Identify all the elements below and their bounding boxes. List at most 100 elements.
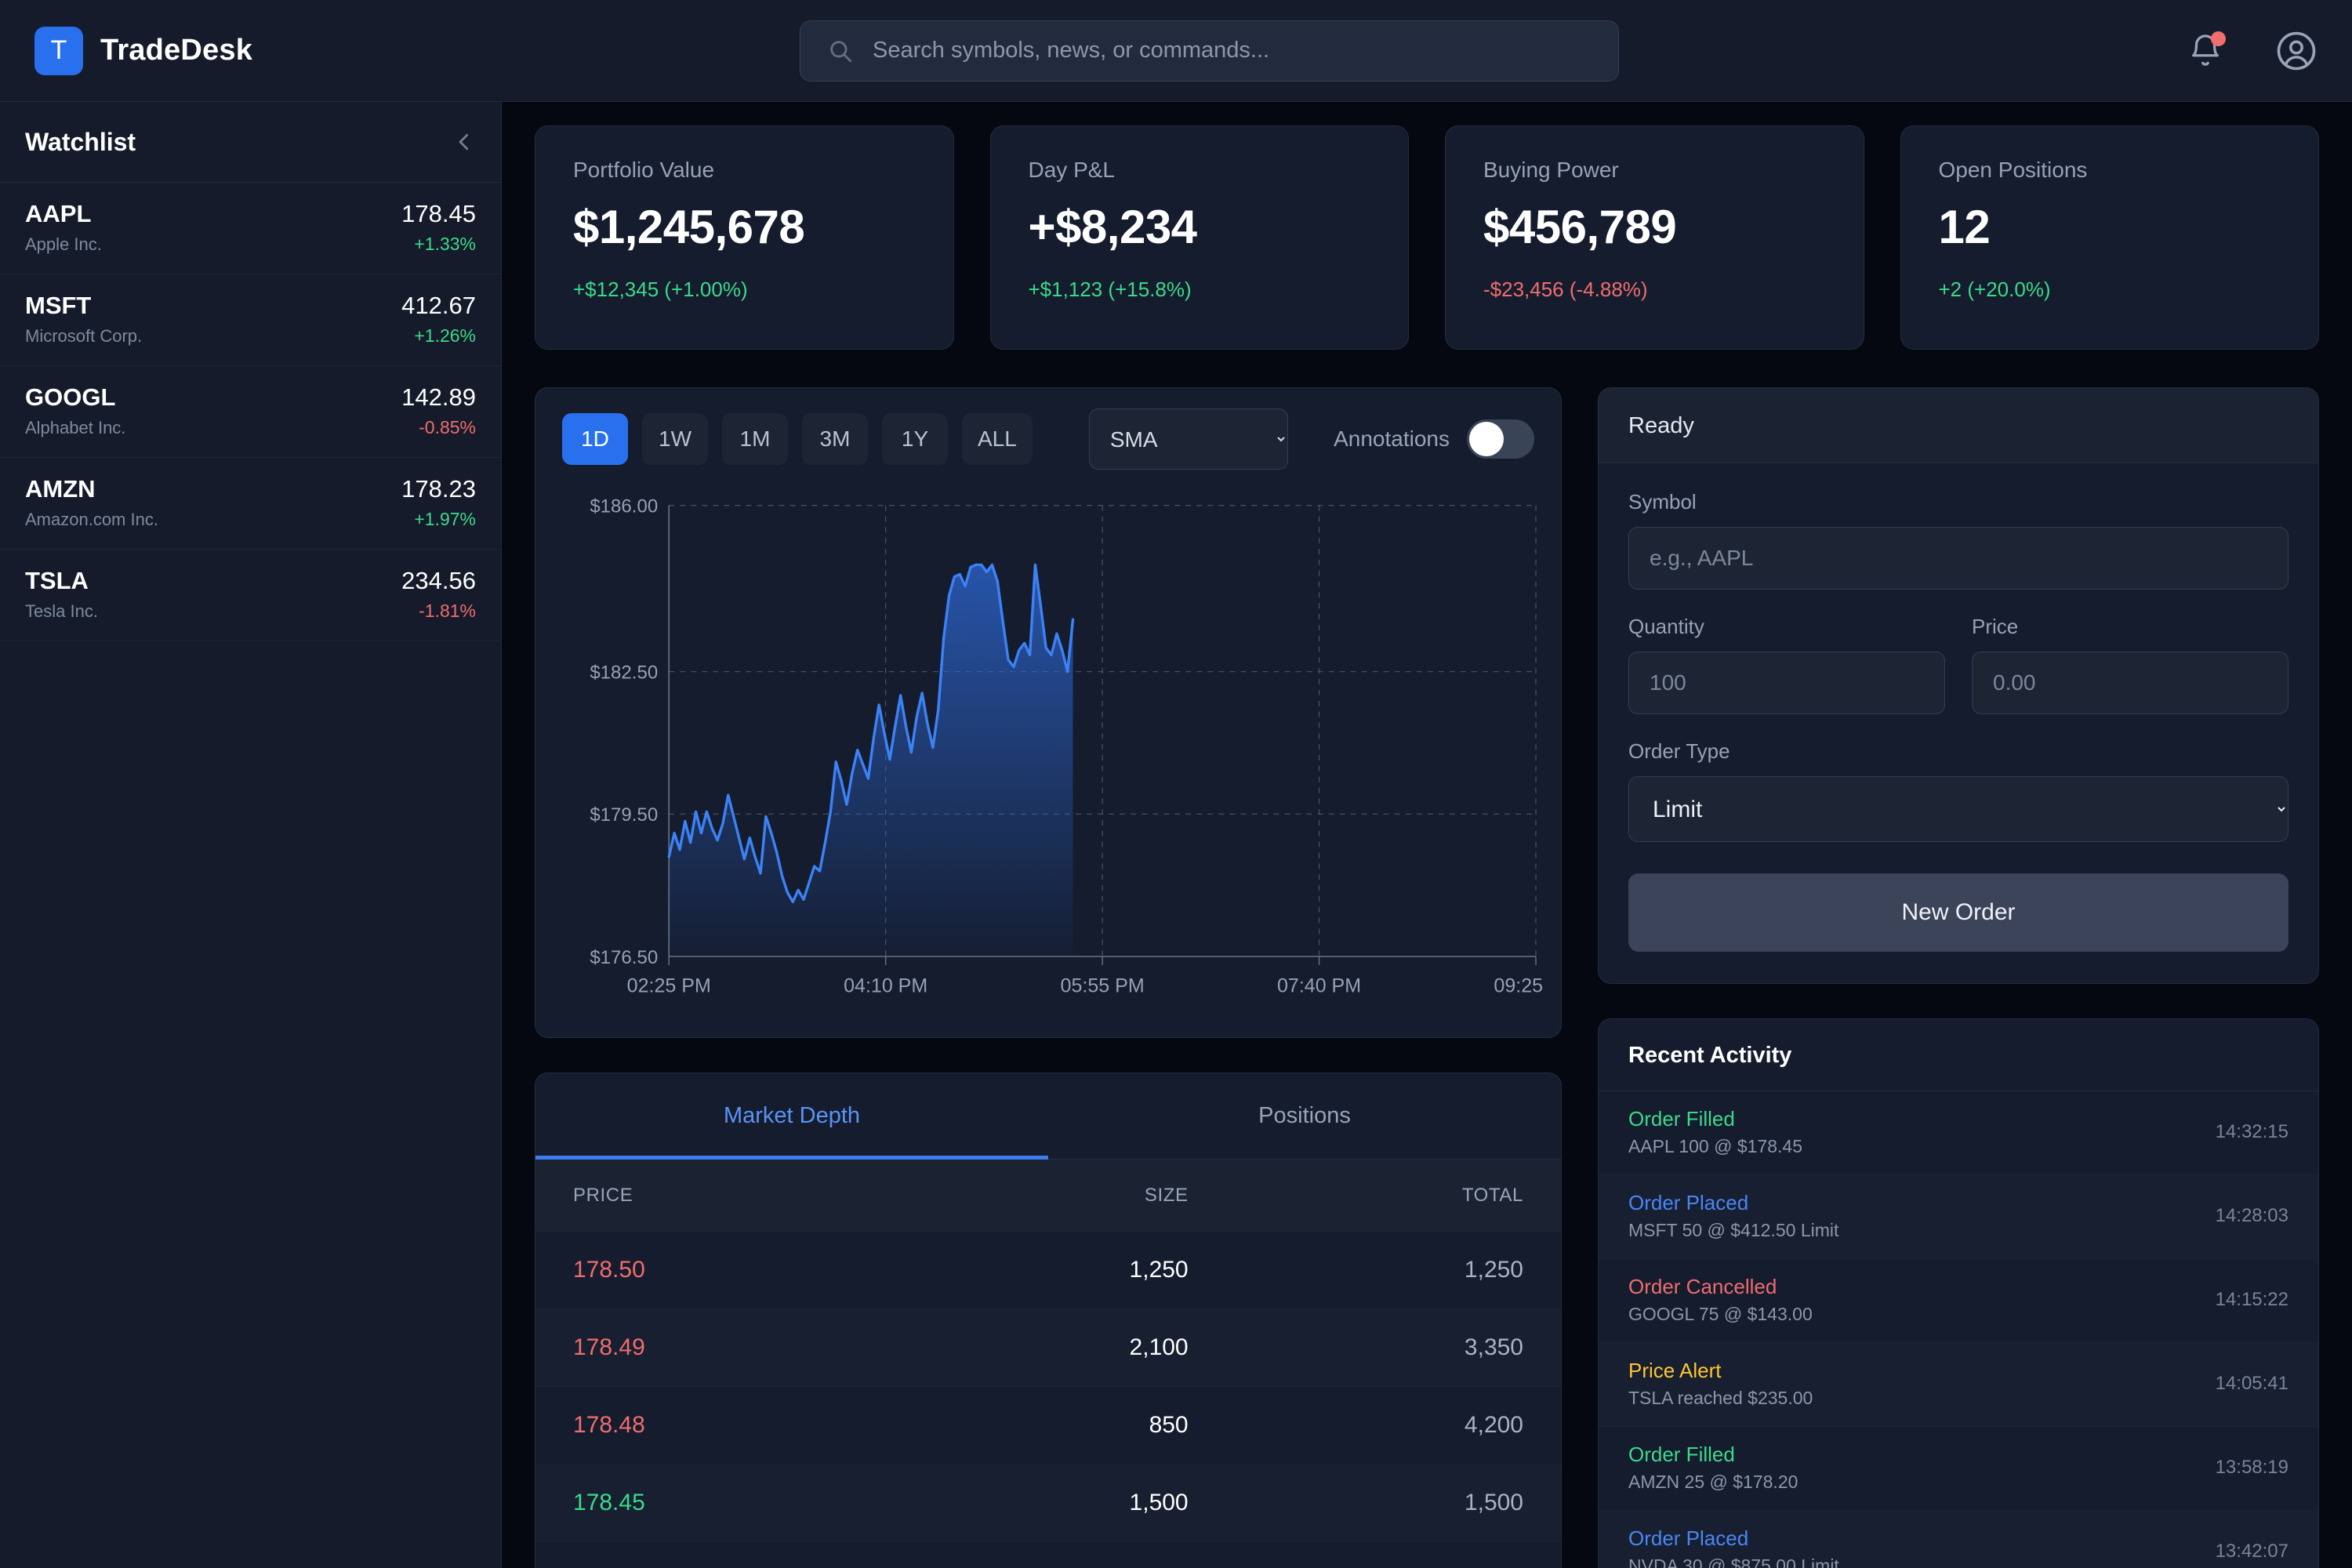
- watchlist-change: -1.81%: [419, 601, 476, 621]
- watchlist-symbol: AAPL: [25, 200, 92, 227]
- chevron-left-icon[interactable]: [452, 130, 476, 154]
- tab-positions[interactable]: Positions: [1048, 1073, 1561, 1160]
- watchlist-change: +1.97%: [414, 509, 476, 529]
- table-row[interactable]: 178.45 1,500 1,500: [535, 1464, 1561, 1542]
- column-header-total: TOTAL: [1225, 1160, 1561, 1232]
- depth-table: PRICE SIZE TOTAL 178.50 1,250 1,250 178.49 2,1…: [535, 1160, 1561, 1568]
- toggle-knob: [1469, 422, 1504, 456]
- watchlist-item-tsla[interactable]: TSLA 234.56 Tesla Inc. -1.81%: [0, 550, 501, 641]
- depth-table-header: PRICE SIZE TOTAL: [535, 1160, 1561, 1232]
- svg-text:05:55 PM: 05:55 PM: [1061, 975, 1145, 997]
- activity-item[interactable]: Price Alert TSLA reached $235.00 14:05:41: [1599, 1343, 2318, 1427]
- activity-item[interactable]: Order Filled AAPL 100 @ $178.45 14:32:15: [1599, 1091, 2318, 1175]
- svg-text:07:40 PM: 07:40 PM: [1277, 975, 1361, 997]
- market-depth-panel: Market Depth Positions PRICE SIZE TOTAL 178…: [535, 1073, 1562, 1568]
- cell-size: 2,100: [896, 1308, 1226, 1387]
- activity-description: MSFT 50 @ $412.50 Limit: [1628, 1220, 1839, 1240]
- watchlist-title: Watchlist: [25, 127, 136, 156]
- table-row[interactable]: 178.49 2,100 3,350: [535, 1308, 1561, 1387]
- annotations-toggle[interactable]: [1467, 419, 1534, 459]
- watchlist-symbol: GOOGL: [25, 383, 116, 411]
- cell-size: 2,300: [896, 1541, 1226, 1568]
- activity-type: Price Alert: [1628, 1359, 1722, 1382]
- metric-value: 12: [1938, 201, 1991, 253]
- app-logo-icon: T: [34, 26, 83, 75]
- price-input[interactable]: [1972, 652, 2288, 714]
- table-row[interactable]: 178.48 850 4,200: [535, 1386, 1561, 1465]
- watchlist-symbol: TSLA: [25, 567, 89, 594]
- timeframe-button-1y[interactable]: 1Y: [882, 413, 948, 465]
- activity-time: 14:05:41: [2215, 1373, 2288, 1394]
- activity-description: AAPL 100 @ $178.45: [1628, 1136, 1802, 1156]
- notifications-button[interactable]: [2187, 31, 2226, 69]
- activity-type: Order Filled: [1628, 1107, 1735, 1131]
- watchlist-symbol: AMZN: [25, 475, 96, 503]
- cell-price: 178.48: [535, 1386, 897, 1465]
- cell-total: 4,200: [1225, 1386, 1561, 1465]
- metric-delta: +2 (+20.0%): [1938, 278, 2051, 301]
- activity-type: Order Filled: [1628, 1443, 1735, 1466]
- quantity-input[interactable]: [1628, 652, 1945, 714]
- table-row[interactable]: 178.50 1,250 1,250: [535, 1232, 1561, 1309]
- metric-value: $456,789: [1483, 201, 1677, 253]
- watchlist-item-amzn[interactable]: AMZN 178.23 Amazon.com Inc. +1.97%: [0, 458, 501, 550]
- activity-item[interactable]: Order Filled AMZN 25 @ $178.20 13:58:19: [1599, 1427, 2318, 1511]
- watchlist-item-msft[interactable]: MSFT 412.67 Microsoft Corp. +1.26%: [0, 274, 501, 366]
- chart-toolbar: 1D 1W 1M 3M 1Y ALL SMAEMAVWAPRSIMACD Annotati…: [535, 388, 1561, 488]
- global-search[interactable]: Search symbols, news, or commands...: [800, 20, 1619, 82]
- metric-card: Open Positions 12 +2 (+20.0%): [1900, 125, 2319, 350]
- user-avatar-icon[interactable]: [2275, 30, 2318, 72]
- metric-label: Open Positions: [1938, 158, 2088, 182]
- search-box[interactable]: Search symbols, news, or commands...: [800, 20, 1619, 82]
- cell-total: 1,250: [1225, 1232, 1561, 1309]
- metric-value: $1,245,678: [573, 201, 805, 253]
- annotations-label: Annotations: [1334, 426, 1450, 451]
- activity-item[interactable]: Order Placed MSFT 50 @ $412.50 Limit 14:28…: [1599, 1175, 2318, 1259]
- chart-column: 1D 1W 1M 3M 1Y ALL SMAEMAVWAPRSIMACD Annotati…: [535, 387, 1562, 1568]
- symbol-input[interactable]: [1628, 527, 2288, 590]
- activity-description: GOOGL 75 @ $143.00: [1628, 1304, 1813, 1324]
- order-type-select[interactable]: MarketLimitStopStop Limit: [1628, 776, 2288, 842]
- svg-text:$179.50: $179.50: [590, 804, 658, 826]
- timeframe-button-all[interactable]: ALL: [962, 413, 1033, 465]
- order-entry-panel: Ready Symbol Quantity Price: [1598, 387, 2319, 984]
- annotations-control: Annotations: [1334, 419, 1534, 459]
- watchlist-price: 178.45: [401, 200, 476, 227]
- watchlist-price: 142.89: [401, 383, 476, 411]
- metric-delta: +$1,123 (+15.8%): [1028, 278, 1192, 301]
- price-chart-svg: $176.50 $179.50 $182.50 $186.00 02:25 PM 04:1…: [590, 496, 1547, 997]
- indicator-select[interactable]: SMAEMAVWAPRSIMACD: [1088, 408, 1289, 470]
- activity-time: 13:58:19: [2215, 1457, 2288, 1478]
- metric-card: Portfolio Value $1,245,678 +$12,345 (+1.00…: [535, 125, 954, 350]
- watchlist-item-aapl[interactable]: AAPL 178.45 Apple Inc. +1.33%: [0, 183, 501, 274]
- activity-time: 14:15:22: [2215, 1289, 2288, 1310]
- tab-market-depth[interactable]: Market Depth: [535, 1073, 1048, 1160]
- cell-total: 3,350: [1225, 1308, 1561, 1387]
- svg-text:$182.50: $182.50: [590, 662, 658, 684]
- metrics-row: Portfolio Value $1,245,678 +$12,345 (+1.00…: [535, 125, 2319, 350]
- timeframe-button-1d[interactable]: 1D: [562, 413, 628, 465]
- svg-text:$176.50: $176.50: [590, 947, 658, 968]
- header-actions: [2187, 30, 2318, 72]
- timeframe-group: 1D 1W 1M 3M 1Y ALL: [562, 413, 1033, 465]
- order-type-label: Order Type: [1628, 739, 1730, 763]
- notification-badge: [2211, 31, 2226, 46]
- activity-list: Order Filled AAPL 100 @ $178.45 14:32:15 Or…: [1599, 1091, 2318, 1568]
- timeframe-button-1m[interactable]: 1M: [722, 413, 788, 465]
- metric-label: Day P&L: [1028, 158, 1116, 182]
- activity-type: Order Placed: [1628, 1526, 1749, 1550]
- price-chart: $176.50 $179.50 $182.50 $186.00 02:25 PM 04:1…: [535, 488, 1561, 1037]
- column-header-size: SIZE: [896, 1160, 1226, 1232]
- app-header: T TradeDesk Search symbols, news, or com…: [0, 0, 2352, 102]
- metric-label: Buying Power: [1483, 158, 1619, 182]
- timeframe-button-3m[interactable]: 3M: [802, 413, 868, 465]
- table-row[interactable]: 178.442,3003,800: [535, 1541, 1561, 1568]
- activity-item[interactable]: Order Cancelled GOOGL 75 @ $143.00 14:15:2…: [1599, 1259, 2318, 1343]
- new-order-button[interactable]: New Order: [1628, 873, 2288, 952]
- depth-table-body: 178.50 1,250 1,250 178.49 2,100 3,350 178.48 85…: [535, 1232, 1561, 1568]
- lower-section: 1D 1W 1M 3M 1Y ALL SMAEMAVWAPRSIMACD Annotati…: [535, 387, 2319, 1568]
- timeframe-button-1w[interactable]: 1W: [642, 413, 708, 465]
- watchlist-item-googl[interactable]: GOOGL 142.89 Alphabet Inc. -0.85%: [0, 366, 501, 458]
- activity-item[interactable]: Order Placed NVDA 30 @ $875.00 Limit 13:42…: [1599, 1511, 2318, 1568]
- quantity-label: Quantity: [1628, 615, 1704, 638]
